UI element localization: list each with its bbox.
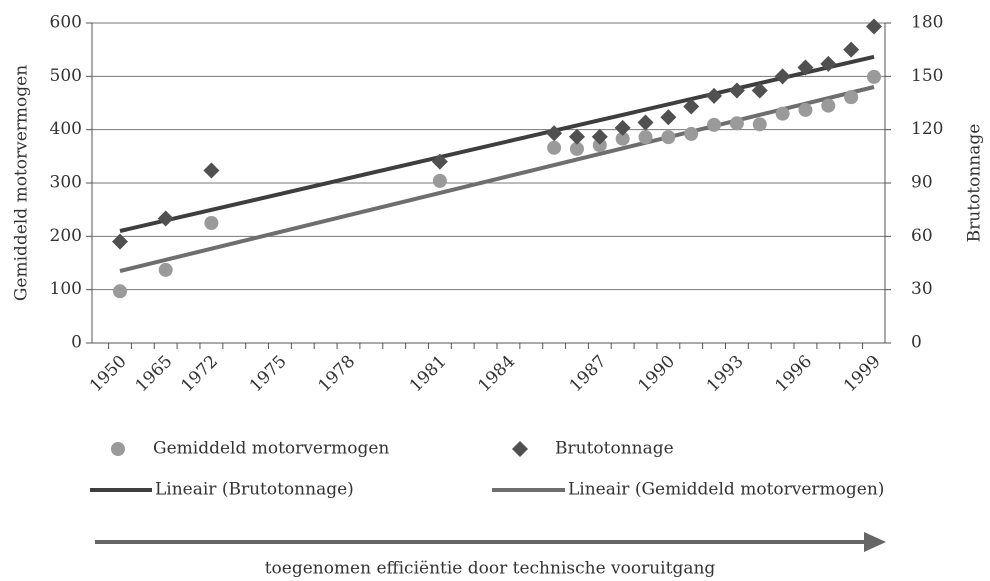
x-tick-label: 1987: [566, 352, 611, 397]
x-tick-label: 1981: [406, 352, 451, 397]
diamond-point: [568, 128, 585, 145]
diamond-point: [866, 18, 882, 35]
trend-line: [119, 54, 875, 233]
x-tick-label: 1978: [314, 352, 359, 397]
circle-point: [707, 117, 722, 132]
diamond-point: [112, 233, 128, 250]
diamond-point: [774, 68, 791, 85]
circle-point: [615, 131, 630, 146]
diamond-point: [591, 128, 608, 145]
diamond-point: [637, 114, 654, 131]
legend-marker: [111, 442, 125, 456]
circle-point: [729, 116, 744, 131]
diamond-point: [797, 59, 814, 76]
y2-axis-title: Brutotonnage: [965, 124, 985, 243]
y2-tick-label: 30: [911, 279, 933, 299]
x-tick-label: 1996: [771, 352, 816, 397]
y-tick-label: 500: [50, 66, 82, 86]
arrow-head: [864, 532, 886, 552]
circle-point: [432, 173, 447, 188]
y2-tick-label: 0: [911, 333, 922, 353]
circle-point: [158, 262, 173, 277]
diamond-point: [728, 82, 745, 99]
y-tick-label: 0: [71, 333, 82, 353]
diamond-point: [546, 125, 563, 142]
y2-tick-label: 60: [911, 226, 933, 246]
diamond-point: [843, 41, 860, 58]
circle-point: [821, 98, 836, 113]
diamond-point: [683, 98, 700, 115]
diamond-point: [157, 210, 174, 227]
x-tick-label: 1965: [132, 352, 177, 397]
x-tick-label: 1999: [840, 352, 885, 397]
x-tick-label: 1950: [86, 352, 131, 397]
x-tick-label: 1972: [177, 352, 222, 397]
legend-label: Lineair (Brutotonnage): [155, 480, 354, 500]
circle-point: [569, 141, 584, 156]
y-tick-label: 600: [50, 13, 82, 33]
x-tick-label: 1984: [474, 352, 519, 397]
circle-point: [844, 90, 859, 105]
circle-point: [661, 130, 676, 145]
x-tick-label: 1990: [634, 352, 679, 397]
legend-label: Brutotonnage: [555, 439, 674, 459]
diamond-point: [820, 55, 837, 72]
annotation: toegenomen efficiëntie door technische v…: [265, 559, 716, 579]
y-tick-label: 300: [50, 173, 82, 193]
y-tick-label: 400: [50, 119, 82, 139]
x-tick-label: 1993: [703, 352, 748, 397]
y-axis-title: Gemiddeld motorvermogen: [12, 65, 32, 301]
diamond-point: [614, 119, 631, 136]
trend-line: [119, 85, 875, 273]
diamond-point: [203, 162, 220, 179]
circle-point: [752, 117, 767, 132]
circle-point: [798, 102, 813, 117]
legend-label: Gemiddeld motorvermogen: [153, 439, 389, 459]
legend-label: Lineair (Gemiddeld motorvermogen): [568, 480, 884, 500]
circle-point: [638, 130, 653, 145]
circle-point: [684, 126, 699, 141]
circle-point: [867, 69, 881, 84]
y2-tick-label: 120: [911, 119, 943, 139]
legend-marker: [512, 441, 528, 457]
y-tick-label: 100: [50, 279, 82, 299]
circle-point: [775, 106, 790, 121]
circle-point: [113, 284, 127, 299]
x-tick-label: 1975: [246, 352, 291, 397]
y2-tick-label: 150: [911, 66, 943, 86]
circle-point: [204, 216, 219, 230]
diamond-point: [706, 87, 723, 104]
diamond-point: [431, 153, 448, 170]
diamond-point: [660, 109, 677, 126]
circle-point: [547, 140, 562, 155]
diamond-point: [751, 82, 768, 99]
circle-point: [592, 138, 607, 153]
y2-tick-label: 90: [911, 173, 933, 193]
y-tick-label: 200: [50, 226, 82, 246]
y2-tick-label: 180: [911, 13, 943, 33]
